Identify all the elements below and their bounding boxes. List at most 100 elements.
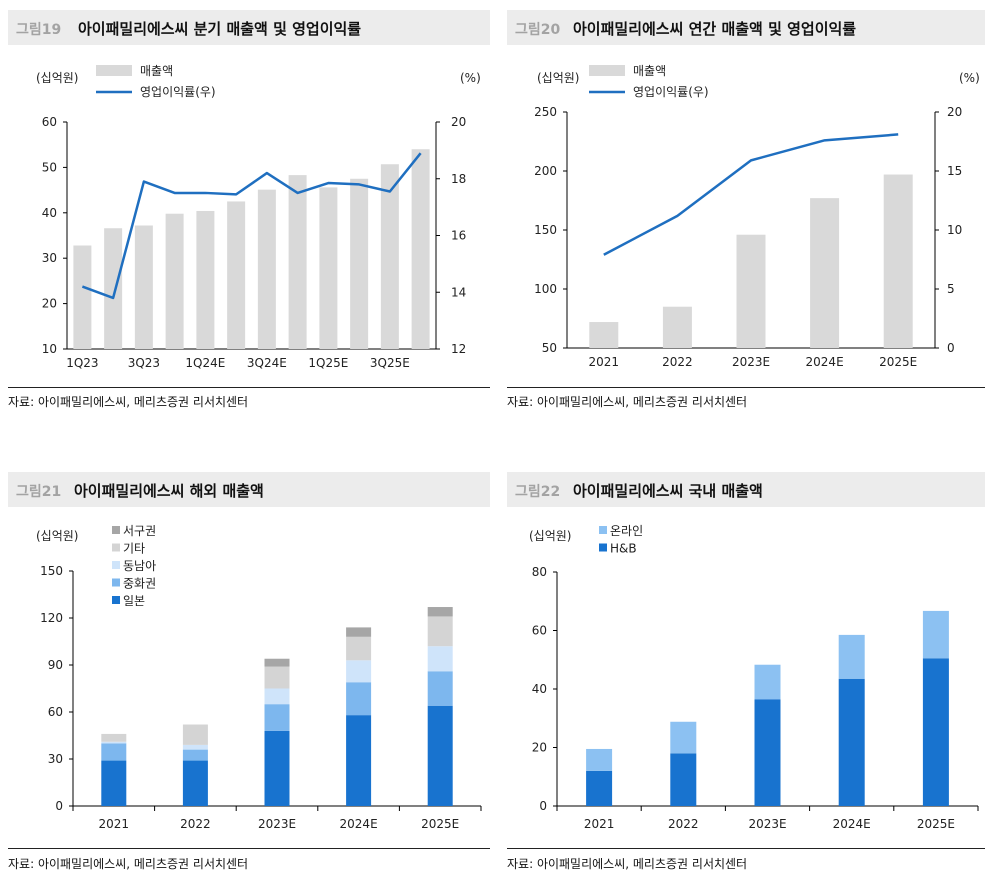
sales-bar (257, 189, 276, 349)
right-tick-label: 18 (451, 172, 466, 186)
figure-20-panel: 그림20 아이패밀리에스씨 연간 매출액 및 영업이익률 (십억원) (%) 매출액… (507, 10, 990, 415)
figure-number: 그림21 (16, 484, 62, 500)
x-tick-label: 2025E (421, 817, 459, 831)
x-tick-label: 2025E (917, 817, 955, 831)
figure-21-panel: 그림21 아이패밀리에스씨 해외 매출액 (십억원) 서구권 기타 동남아 중화권 일본 0… (8, 472, 490, 882)
stacked-bar-segment (670, 753, 697, 806)
x-tick-label: 2022 (662, 355, 693, 369)
legend-swatch (112, 526, 120, 534)
figure-title-bar: 그림19 아이패밀리에스씨 분기 매출액 및 영업이익률 (8, 10, 490, 45)
left-tick-label: 60 (532, 624, 547, 638)
legend-swatch (112, 561, 120, 569)
legend-label: 동남아 (123, 559, 156, 573)
left-axis-unit: (십억원) (537, 71, 579, 85)
sales-bar (227, 201, 246, 349)
x-tick-label: 3Q25E (370, 356, 410, 370)
right-tick-label: 20 (451, 115, 466, 129)
stacked-bar-segment (346, 682, 372, 716)
left-tick-label: 250 (534, 105, 557, 119)
source-divider (8, 387, 490, 388)
stacked-bar-segment (427, 705, 453, 806)
x-tick-label: 2024E (806, 355, 844, 369)
x-tick-label: 2023E (748, 817, 786, 831)
stacked-bar-segment (838, 634, 865, 679)
sales-bar (165, 213, 184, 349)
legend-label: 영업이익률(우) (140, 85, 216, 99)
figure-title: 아이패밀리에스씨 국내 매출액 (573, 482, 763, 500)
legend-swatch (112, 578, 120, 587)
stacked-bar-segment (346, 715, 372, 806)
legend-label: 온라인 (610, 524, 643, 538)
left-tick-label: 10 (42, 342, 57, 356)
sales-bar (662, 306, 692, 348)
left-tick-label: 0 (55, 799, 63, 813)
left-tick-label: 60 (48, 705, 63, 719)
sales-bar (883, 174, 913, 348)
stacked-bar-segment (670, 721, 697, 754)
left-tick-label: 0 (539, 799, 547, 813)
x-tick-label: 2021 (99, 817, 130, 831)
stacked-bar-segment (182, 724, 208, 745)
left-tick-label: 80 (532, 565, 547, 579)
right-axis-unit: (%) (460, 71, 481, 85)
left-tick-label: 120 (40, 611, 63, 625)
left-tick-label: 40 (42, 206, 57, 220)
left-tick-label: 40 (532, 682, 547, 696)
stacked-bar-segment (182, 760, 208, 806)
left-tick-label: 200 (534, 164, 557, 178)
stacked-bar-segment (754, 699, 781, 806)
stacked-bar-segment (346, 627, 372, 637)
sales-bar (73, 245, 92, 349)
right-tick-label: 16 (451, 229, 466, 243)
operating-margin-line (81, 152, 422, 300)
x-tick-label: 2025E (879, 355, 917, 369)
stacked-bar-segment (754, 664, 781, 700)
stacked-bar-segment (427, 646, 453, 672)
source-note: 자료: 아이패밀리에스씨, 메리츠증권 리서치센터 (507, 395, 748, 409)
left-axis-unit: (십억원) (36, 529, 78, 543)
stacked-bar-segment (101, 733, 127, 742)
sales-bar (350, 178, 369, 349)
sales-bar (319, 187, 338, 349)
right-tick-label: 20 (947, 105, 962, 119)
left-tick-label: 30 (42, 251, 57, 265)
x-tick-label: 1Q25E (308, 356, 348, 370)
stacked-bar-segment (586, 770, 613, 806)
sales-bar (810, 198, 840, 348)
figure-number: 그림20 (515, 22, 561, 38)
figure-title-bar: 그림21 아이패밀리에스씨 해외 매출액 (8, 472, 490, 507)
x-tick-label: 2024E (833, 817, 871, 831)
stacked-bar-segment (922, 610, 949, 659)
left-tick-label: 20 (532, 741, 547, 755)
right-tick-label: 12 (451, 342, 466, 356)
figure-22-panel: 그림22 아이패밀리에스씨 국내 매출액 (십억원) 온라인 H&B 0 20 40 60 8… (507, 472, 990, 882)
legend-swatch (112, 543, 120, 552)
left-tick-label: 60 (42, 115, 57, 129)
legend-bar-swatch (589, 65, 625, 76)
figure-title: 아이패밀리에스씨 분기 매출액 및 영업이익률 (78, 20, 362, 38)
legend-label: 매출액 (140, 64, 173, 78)
stacked-bar-segment (101, 760, 127, 806)
sales-bar (104, 228, 123, 349)
stacked-bar-segment (264, 688, 290, 705)
left-axis-unit: (십억원) (529, 529, 571, 543)
x-tick-label: 2022 (668, 817, 699, 831)
sales-bar (589, 322, 619, 348)
left-tick-label: 30 (48, 752, 63, 766)
figure-19-panel: 그림19 아이패밀리에스씨 분기 매출액 및 영업이익률 (십억원) (%) 매출액… (8, 10, 490, 415)
left-tick-label: 90 (48, 658, 63, 672)
legend-label: 기타 (123, 542, 145, 556)
source-divider (507, 387, 985, 388)
stacked-bar-segment (101, 743, 127, 761)
sales-bar (134, 225, 153, 349)
figure-title: 아이패밀리에스씨 해외 매출액 (74, 482, 264, 500)
stacked-bar-segment (838, 678, 865, 806)
source-note: 자료: 아이패밀리에스씨, 메리츠증권 리서치센터 (507, 857, 748, 871)
source-note: 자료: 아이패밀리에스씨, 메리츠증권 리서치센터 (8, 395, 249, 409)
left-tick-label: 50 (42, 160, 57, 174)
x-tick-label: 1Q23 (66, 356, 98, 370)
right-tick-label: 15 (947, 164, 962, 178)
right-tick-label: 14 (451, 285, 466, 299)
